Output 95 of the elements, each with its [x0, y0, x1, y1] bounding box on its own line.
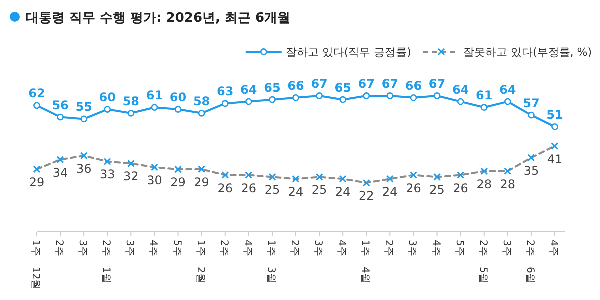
data-label: 64 — [500, 82, 516, 97]
data-label: 24 — [288, 185, 304, 200]
point — [198, 110, 206, 117]
x-tick-label: 5주 — [454, 240, 465, 256]
point — [410, 94, 418, 102]
data-label: 62 — [28, 86, 46, 101]
data-label: 56 — [52, 98, 69, 112]
x-tick-label: 3주 — [406, 240, 418, 256]
point — [504, 98, 512, 106]
data-label: 26 — [241, 181, 257, 196]
data-label: 60 — [99, 90, 116, 105]
point — [434, 92, 441, 100]
point — [552, 123, 558, 130]
x-tick-label: 3주 — [77, 240, 88, 256]
point — [104, 106, 112, 113]
data-label: 60 — [170, 90, 187, 105]
x-tick-label: 2주 — [289, 240, 300, 256]
x-tick-label: 4주 — [242, 240, 253, 256]
x-tick-label: 1월 2주 — [100, 240, 112, 287]
x-tick-label: 3주 — [500, 240, 512, 256]
data-label: 32 — [124, 170, 139, 184]
data-label: 33 — [100, 168, 116, 182]
x-tick-label: 3주 — [124, 240, 136, 256]
x-tick-label: 4주 — [548, 240, 559, 256]
data-label: 25 — [264, 183, 280, 198]
data-label: 66 — [405, 78, 422, 93]
point — [386, 92, 394, 100]
data-label: 26 — [453, 181, 468, 196]
data-label: 67 — [382, 77, 399, 91]
x-tick-label: 2주 — [218, 240, 230, 256]
data-label: 35 — [524, 164, 540, 178]
data-label: 65 — [334, 80, 352, 95]
data-label: 24 — [382, 185, 398, 200]
x-tick-label: 2월 1주 — [194, 240, 206, 287]
data-label: 55 — [76, 100, 92, 114]
point — [222, 100, 229, 108]
point — [528, 112, 535, 119]
point — [292, 94, 300, 102]
chart-title: 대통령 직무 수행 평가: 2026년, 최근 6개월 — [26, 11, 291, 26]
point — [151, 104, 158, 112]
point — [245, 98, 252, 106]
data-label: 25 — [312, 183, 328, 198]
data-label: 25 — [430, 183, 445, 198]
data-label: 28 — [500, 177, 516, 192]
data-label: 26 — [406, 181, 422, 196]
data-label: 41 — [547, 152, 563, 166]
x-tick-label: 2주 — [383, 240, 394, 256]
legend-label: 잘하고 있다(직무 긍정률) — [286, 46, 412, 59]
x-tick-label: 3월 1주 — [265, 240, 276, 287]
data-label: 57 — [523, 96, 540, 110]
data-label: 29 — [29, 175, 45, 190]
point — [269, 96, 276, 104]
x-tick-label: 4주 — [430, 240, 442, 256]
data-label: 58 — [193, 94, 210, 108]
data-label: 36 — [76, 162, 92, 176]
point — [340, 96, 347, 104]
data-label: 67 — [428, 77, 446, 91]
point — [457, 98, 464, 106]
data-label: 22 — [358, 189, 374, 203]
point — [316, 92, 323, 100]
data-label: 67 — [358, 77, 375, 91]
data-label: 63 — [217, 84, 234, 99]
legend-label: 잘못하고 있다(부정률, %) — [463, 46, 592, 59]
x-tick-label: 12월 1주 — [30, 240, 41, 293]
data-label: 34 — [52, 166, 68, 180]
data-label: 61 — [146, 88, 164, 103]
point — [174, 106, 182, 113]
point — [80, 116, 88, 123]
data-label: 29 — [194, 175, 210, 190]
data-label: 67 — [311, 77, 328, 91]
x-tick-label: 5월 2주 — [477, 240, 488, 287]
data-label: 29 — [170, 175, 186, 190]
x-tick-label: 4주 — [336, 240, 348, 256]
point — [57, 114, 64, 121]
point — [128, 110, 135, 117]
x-tick-label: 3주 — [312, 240, 324, 256]
x-tick-label: 4월 1주 — [360, 240, 371, 287]
data-label: 64 — [452, 82, 470, 97]
x-tick-label: 4주 — [148, 240, 159, 256]
data-label: 26 — [218, 181, 234, 196]
data-label: 64 — [240, 82, 258, 97]
x-tick-label: 6월 2주 — [524, 240, 536, 287]
data-label: 58 — [122, 94, 140, 108]
x-tick-label: 2주 — [54, 240, 65, 256]
data-label: 61 — [476, 88, 493, 103]
point — [480, 104, 488, 112]
data-label: 65 — [264, 80, 281, 95]
data-label: 51 — [546, 108, 564, 122]
data-label: 24 — [335, 185, 351, 200]
data-label: 30 — [147, 174, 162, 188]
data-label: 28 — [476, 177, 492, 192]
point — [363, 92, 370, 100]
data-label: 66 — [288, 78, 304, 93]
point — [34, 102, 40, 110]
x-tick-label: 5주 — [171, 240, 182, 256]
